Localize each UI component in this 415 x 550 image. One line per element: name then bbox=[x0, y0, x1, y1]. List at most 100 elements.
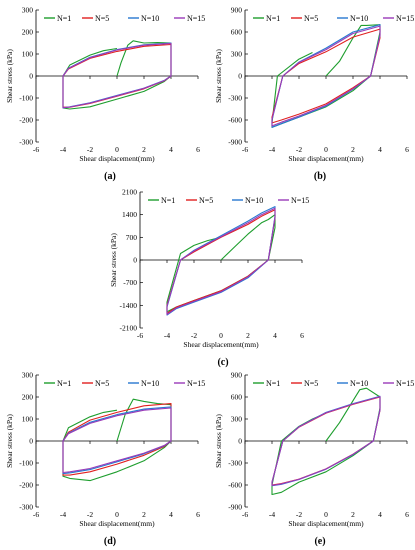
legend-label: N=5 bbox=[304, 14, 318, 23]
y-axis-label: Shear stress (kPa) bbox=[214, 414, 223, 468]
legend-label: N=10 bbox=[350, 14, 368, 23]
y-axis-label: Shear stress (kPa) bbox=[5, 414, 14, 468]
x-tick-label: 2 bbox=[142, 145, 146, 154]
x-tick-label: -2 bbox=[87, 510, 93, 519]
chart-panel: -300 -200 -100 0 100 200 300 -6 -4 -2 0 2 4 6 Shear di… bbox=[5, 6, 205, 183]
x-tick-label: 0 bbox=[324, 145, 328, 154]
y-tick-label: 2100 bbox=[122, 188, 137, 197]
legend-label: N=5 bbox=[199, 196, 213, 205]
legend-label: N=10 bbox=[350, 379, 368, 388]
panel-label: (e) bbox=[314, 536, 325, 547]
legend-label: N=1 bbox=[266, 14, 280, 23]
y-tick-label: 700 bbox=[126, 233, 138, 242]
x-tick-label: 4 bbox=[169, 510, 173, 519]
panel-label: (d) bbox=[104, 536, 116, 547]
y-tick-label: 0 bbox=[238, 72, 242, 81]
panel-label: (c) bbox=[217, 357, 228, 368]
y-tick-label: -2100 bbox=[120, 324, 138, 333]
x-tick-label: 0 bbox=[115, 145, 119, 154]
y-tick-label: -300 bbox=[228, 94, 242, 103]
legend-label: N=15 bbox=[291, 196, 309, 205]
x-tick-label: 0 bbox=[324, 510, 328, 519]
panel-label: (b) bbox=[314, 171, 326, 182]
y-tick-label: 0 bbox=[29, 437, 33, 446]
chart-panel: -2100 -1400 -700 0 700 1400 2100 -6 -4 -2 0 2 4 6 Shea… bbox=[109, 188, 309, 369]
y-tick-label: 200 bbox=[22, 28, 34, 37]
y-tick-label: -700 bbox=[123, 278, 137, 287]
y-axis-label: Shear stress (kPa) bbox=[109, 233, 118, 287]
y-tick-label: -600 bbox=[228, 481, 242, 490]
y-tick-label: 100 bbox=[22, 50, 34, 59]
x-axis-label: Shear displacement(mm) bbox=[288, 519, 364, 528]
x-tick-label: -2 bbox=[191, 331, 197, 340]
legend-label: N=15 bbox=[187, 14, 205, 23]
x-tick-label: -4 bbox=[164, 331, 170, 340]
x-tick-label: 2 bbox=[351, 145, 355, 154]
x-tick-label: -6 bbox=[242, 145, 248, 154]
legend-label: N=15 bbox=[396, 14, 414, 23]
x-tick-label: 6 bbox=[300, 331, 304, 340]
series-line bbox=[62, 407, 172, 474]
x-tick-label: -2 bbox=[87, 145, 93, 154]
x-tick-label: 2 bbox=[142, 510, 146, 519]
x-tick-label: -4 bbox=[269, 510, 275, 519]
y-tick-label: 600 bbox=[231, 28, 243, 37]
legend-label: N=15 bbox=[396, 379, 414, 388]
legend-label: N=5 bbox=[95, 14, 109, 23]
y-tick-label: 1400 bbox=[122, 210, 137, 219]
x-axis-label: Shear displacement(mm) bbox=[79, 154, 155, 163]
y-tick-label: 200 bbox=[22, 393, 34, 402]
y-tick-label: 0 bbox=[238, 437, 242, 446]
x-tick-label: -6 bbox=[33, 145, 39, 154]
panel-label: (a) bbox=[104, 171, 116, 182]
legend-label: N=1 bbox=[266, 379, 280, 388]
y-tick-label: 600 bbox=[231, 393, 243, 402]
x-tick-label: 4 bbox=[378, 145, 382, 154]
series-line bbox=[62, 398, 172, 482]
x-tick-label: -2 bbox=[296, 510, 302, 519]
series-line bbox=[271, 24, 381, 128]
legend-label: N=5 bbox=[304, 379, 318, 388]
legend-label: N=1 bbox=[161, 196, 175, 205]
y-tick-label: 0 bbox=[29, 72, 33, 81]
x-tick-label: 6 bbox=[405, 510, 409, 519]
y-tick-label: 300 bbox=[22, 6, 34, 15]
x-tick-label: 0 bbox=[219, 331, 223, 340]
series-line bbox=[271, 396, 381, 486]
legend-label: N=1 bbox=[57, 14, 71, 23]
x-tick-label: 6 bbox=[196, 145, 200, 154]
y-tick-label: 100 bbox=[22, 415, 34, 424]
y-tick-label: 300 bbox=[231, 50, 243, 59]
y-tick-label: -200 bbox=[19, 116, 33, 125]
x-axis-label: Shear displacement(mm) bbox=[288, 154, 364, 163]
y-tick-label: 300 bbox=[231, 415, 243, 424]
y-tick-label: -1400 bbox=[120, 301, 138, 310]
y-tick-label: -300 bbox=[19, 503, 33, 512]
x-tick-label: -6 bbox=[137, 331, 143, 340]
x-axis-label: Shear displacement(mm) bbox=[79, 519, 155, 528]
y-tick-label: -900 bbox=[228, 138, 242, 147]
y-tick-label: -600 bbox=[228, 116, 242, 125]
y-tick-label: 0 bbox=[133, 256, 137, 265]
chart-panel: -900 -600 -300 0 300 600 900 -6 -4 -2 0 2 4 6 Shear di… bbox=[214, 371, 414, 548]
y-tick-label: -100 bbox=[19, 94, 33, 103]
x-tick-label: 4 bbox=[378, 510, 382, 519]
x-tick-label: -4 bbox=[60, 145, 66, 154]
legend-label: N=10 bbox=[141, 14, 159, 23]
series-line bbox=[62, 42, 172, 109]
y-tick-label: 300 bbox=[22, 371, 34, 380]
y-tick-label: -200 bbox=[19, 481, 33, 490]
x-tick-label: 2 bbox=[351, 510, 355, 519]
x-tick-label: 2 bbox=[246, 331, 250, 340]
legend-label: N=10 bbox=[141, 379, 159, 388]
y-tick-label: 900 bbox=[231, 371, 243, 380]
y-axis-label: Shear stress (kPa) bbox=[5, 49, 14, 103]
legend-label: N=5 bbox=[95, 379, 109, 388]
series-line bbox=[166, 207, 276, 315]
x-tick-label: -6 bbox=[242, 510, 248, 519]
y-axis-label: Shear stress (kPa) bbox=[214, 49, 223, 103]
y-tick-label: -100 bbox=[19, 459, 33, 468]
chart-panel: -300 -200 -100 0 100 200 300 -6 -4 -2 0 2 4 6 Shear di… bbox=[5, 371, 205, 548]
series-line bbox=[166, 214, 276, 313]
x-tick-label: 4 bbox=[169, 145, 173, 154]
